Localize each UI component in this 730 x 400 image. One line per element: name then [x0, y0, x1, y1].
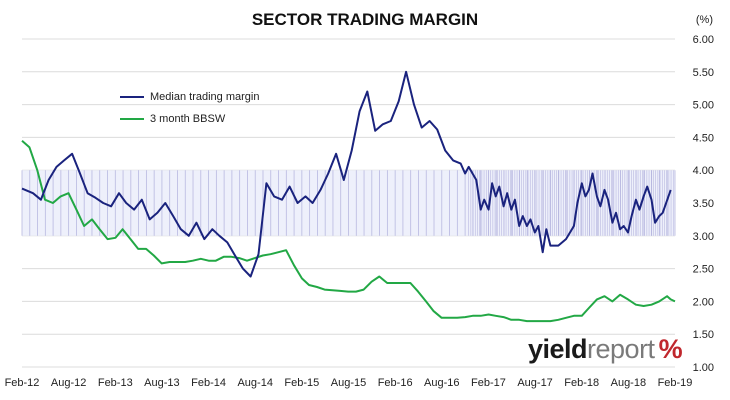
x-axis-tick-labels: Feb-12 Aug-12 Feb-13 Aug-13 Feb-14 Aug-14 Feb-… [5, 377, 693, 389]
logo-text-yield: yield [528, 334, 588, 364]
yieldreport-logo: yieldreport% [528, 334, 683, 365]
legend-swatch-bbsw [120, 118, 144, 120]
x-tick-label-Aug-16: Aug-16 [424, 377, 459, 389]
bbsw-line [21, 139, 676, 323]
logo-text-report: report [587, 334, 655, 364]
x-tick-label-Feb-16: Feb-16 [378, 377, 413, 389]
y-tick-label-2.00: 2.00 [693, 296, 714, 308]
series-lines [21, 70, 676, 323]
x-tick-label-Feb-15: Feb-15 [284, 377, 319, 389]
x-tick-label-Feb-14: Feb-14 [191, 377, 226, 389]
y-tick-label-4.50: 4.50 [693, 132, 714, 144]
x-tick-label-Aug-15: Aug-15 [331, 377, 366, 389]
y-tick-label-3.50: 3.50 [693, 198, 714, 210]
margin-band [21, 170, 676, 236]
legend-label-bbsw: 3 month BBSW [150, 113, 226, 125]
y-tick-label-5.00: 5.00 [693, 100, 714, 112]
legend-swatch-median [120, 96, 144, 98]
x-tick-label-Feb-12: Feb-12 [5, 377, 40, 389]
median-trading-margin-line [21, 70, 672, 278]
legend: Median trading margin 3 month BBSW [120, 86, 259, 130]
x-tick-label-Feb-18: Feb-18 [564, 377, 599, 389]
x-tick-label-Feb-13: Feb-13 [98, 377, 133, 389]
x-tick-label-Aug-12: Aug-12 [51, 377, 86, 389]
y-tick-label-1.00: 1.00 [693, 362, 714, 374]
y-tick-label-4.00: 4.00 [693, 165, 714, 177]
y-tick-label-2.50: 2.50 [693, 264, 714, 276]
legend-item-bbsw: 3 month BBSW [120, 108, 259, 130]
y-axis-unit-label: (%) [695, 14, 713, 26]
logo-percent: % [658, 334, 683, 364]
y-tick-label-5.50: 5.50 [693, 67, 714, 79]
chart-title: SECTOR TRADING MARGIN [251, 10, 479, 29]
x-tick-label-Aug-13: Aug-13 [144, 377, 179, 389]
y-axis-tick-labels: 1.00 1.50 2.00 2.50 3.00 3.50 4.00 4.50 5.00 5.50… [693, 34, 714, 374]
legend-item-median: Median trading margin [120, 86, 259, 108]
x-tick-label-Aug-14: Aug-14 [237, 377, 272, 389]
y-tick-label-1.50: 1.50 [693, 329, 714, 341]
y-tick-label-3.00: 3.00 [693, 231, 714, 243]
legend-label-median: Median trading margin [150, 91, 260, 103]
x-tick-label-Feb-17: Feb-17 [471, 377, 506, 389]
y-tick-label-6.00: 6.00 [693, 34, 714, 46]
x-tick-label-Feb-19: Feb-19 [658, 377, 693, 389]
x-tick-label-Aug-18: Aug-18 [611, 377, 646, 389]
x-tick-label-Aug-17: Aug-17 [517, 377, 552, 389]
